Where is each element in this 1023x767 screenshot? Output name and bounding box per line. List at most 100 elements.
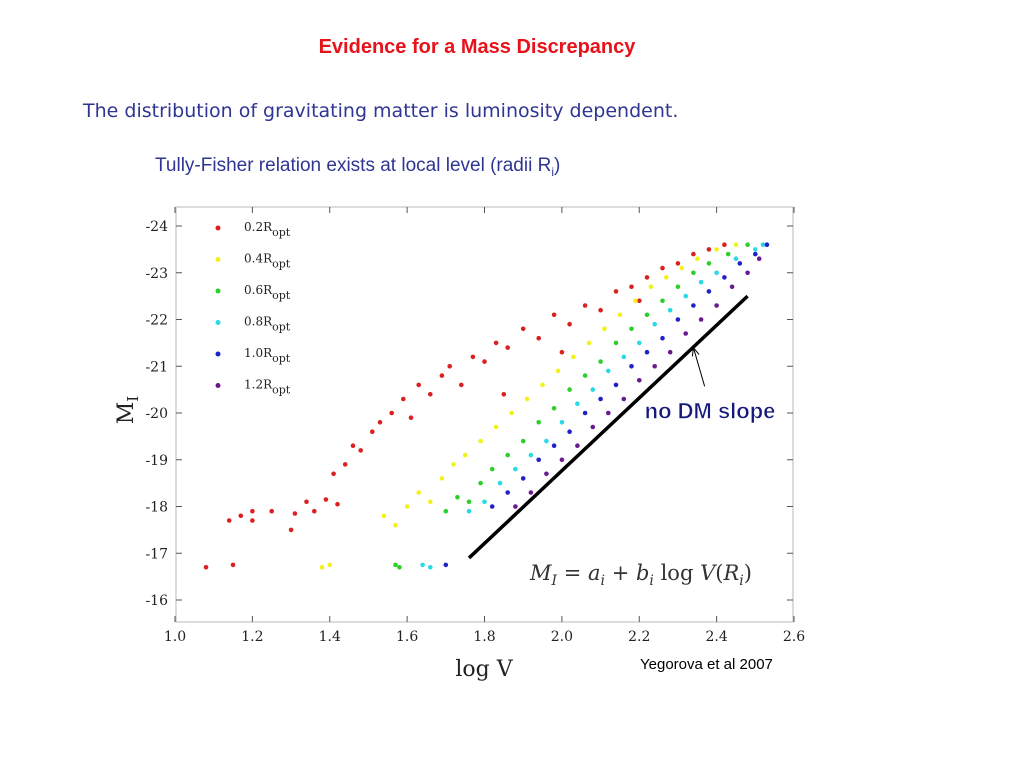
chart-frame xyxy=(175,206,794,623)
y-tick-label: -23 xyxy=(145,266,168,282)
legend-marker xyxy=(215,320,221,325)
eq-paren-open: ( xyxy=(715,561,723,585)
data-point-series-1 xyxy=(478,438,483,444)
eq-paren-close: ) xyxy=(744,561,752,585)
y-tick-label: -20 xyxy=(145,406,168,422)
data-point-series-4 xyxy=(582,410,588,416)
x-tick-label: 1.4 xyxy=(319,629,341,645)
eq-lhs-sub: I xyxy=(551,573,558,589)
data-point-series-5 xyxy=(667,349,673,355)
caption-subscript: i xyxy=(551,164,554,179)
data-point-series-2 xyxy=(613,340,619,346)
data-point-series-4 xyxy=(722,275,727,280)
annotation-arrowhead xyxy=(691,346,700,357)
data-point-series-4 xyxy=(520,476,526,481)
data-point-series-2 xyxy=(567,387,572,392)
annotation-label: no DM slope xyxy=(645,398,776,423)
y-tick-label: -19 xyxy=(145,453,168,469)
data-point-series-0 xyxy=(567,321,572,327)
data-point-series-1 xyxy=(695,256,700,262)
data-point-series-5 xyxy=(590,424,596,430)
data-point-series-1 xyxy=(602,326,607,332)
data-point-series-3 xyxy=(428,565,433,570)
y-tick-label: -18 xyxy=(145,500,168,516)
data-point-series-0 xyxy=(493,340,499,346)
data-point-series-1 xyxy=(648,284,654,290)
data-point-series-4 xyxy=(598,396,603,402)
y-tick-label: -22 xyxy=(145,313,168,329)
data-point-series-3 xyxy=(528,452,534,458)
axis-ticks: 1.0 1.2 1.4 1.6 1.8 2.0 2.2 2.4 2.6 -24 -23 -22 -21 -… xyxy=(145,207,805,645)
data-point-series-0 xyxy=(691,251,696,257)
data-point-series-3 xyxy=(698,279,704,285)
data-point-series-0 xyxy=(230,562,236,568)
data-point-series-1 xyxy=(381,513,387,519)
x-tick-label: 2.6 xyxy=(783,629,805,645)
data-point-series-3 xyxy=(420,562,425,568)
data-point-series-4 xyxy=(675,317,681,322)
data-point-series-4 xyxy=(489,504,495,509)
data-point-series-1 xyxy=(451,462,456,467)
data-point-series-4 xyxy=(691,303,696,308)
data-point-series-4 xyxy=(551,443,557,449)
data-point-series-1 xyxy=(416,490,422,495)
data-point-series-5 xyxy=(528,490,534,495)
y-tick-label: -21 xyxy=(145,359,168,375)
data-point-series-2 xyxy=(706,261,712,266)
data-point-series-3 xyxy=(733,256,739,262)
legend-marker xyxy=(215,288,221,294)
slide-title: Evidence for a Mass Discrepancy xyxy=(318,36,636,58)
data-point-series-1 xyxy=(404,504,410,509)
data-point-series-3 xyxy=(497,480,503,486)
eq-b-sub: i xyxy=(649,573,653,589)
data-point-series-3 xyxy=(544,438,549,444)
data-point-series-1 xyxy=(664,275,669,280)
data-point-series-3 xyxy=(714,270,719,276)
data-point-series-0 xyxy=(416,382,422,388)
data-point-series-0 xyxy=(482,359,487,364)
eq-r-sub: i xyxy=(739,573,743,589)
data-point-series-0 xyxy=(250,508,255,514)
data-point-series-0 xyxy=(501,392,507,397)
credit: Yegorova et al 2007 xyxy=(640,656,773,673)
x-tick-label: 2.4 xyxy=(705,629,727,645)
data-point-series-1 xyxy=(714,247,719,252)
no-dm-fit-line xyxy=(467,294,749,560)
caption-prefix: Tully-Fisher relation exists at local le… xyxy=(155,155,552,176)
data-point-series-1 xyxy=(319,565,325,570)
legend-label: 0.2Ropt xyxy=(244,220,291,239)
data-point-series-0 xyxy=(269,508,275,514)
legend-label: 0.6Ropt xyxy=(244,283,291,302)
data-point-series-1 xyxy=(327,562,333,568)
legend-label: 1.2Ropt xyxy=(244,378,291,397)
x-tick-label: 2.0 xyxy=(551,629,573,645)
scatter-points xyxy=(203,242,770,570)
data-point-series-5 xyxy=(756,256,762,262)
data-point-series-3 xyxy=(482,499,487,505)
data-point-series-0 xyxy=(551,312,557,318)
data-point-series-0 xyxy=(226,518,232,523)
legend-label: 1.0Ropt xyxy=(244,346,291,365)
data-point-series-5 xyxy=(745,270,750,276)
data-point-series-1 xyxy=(555,368,561,374)
data-point-series-5 xyxy=(714,303,719,308)
data-point-series-1 xyxy=(633,298,638,304)
data-point-series-0 xyxy=(644,275,650,280)
data-point-series-3 xyxy=(621,354,627,360)
data-point-series-5 xyxy=(513,504,518,509)
data-point-series-1 xyxy=(571,354,576,360)
data-point-series-4 xyxy=(567,429,572,435)
data-point-series-1 xyxy=(462,452,468,458)
data-point-series-5 xyxy=(637,378,642,383)
x-tick-label: 1.8 xyxy=(473,629,495,645)
data-point-series-1 xyxy=(493,424,499,430)
eq-a: a xyxy=(588,561,601,585)
data-point-series-0 xyxy=(250,518,255,523)
y-axis-label-sub: I xyxy=(124,396,142,402)
data-point-series-3 xyxy=(466,508,472,514)
data-point-series-5 xyxy=(575,443,580,449)
data-point-series-1 xyxy=(439,476,445,481)
data-point-series-5 xyxy=(544,471,549,477)
eq-plus: + xyxy=(605,561,636,585)
eq-r: R xyxy=(722,561,739,585)
